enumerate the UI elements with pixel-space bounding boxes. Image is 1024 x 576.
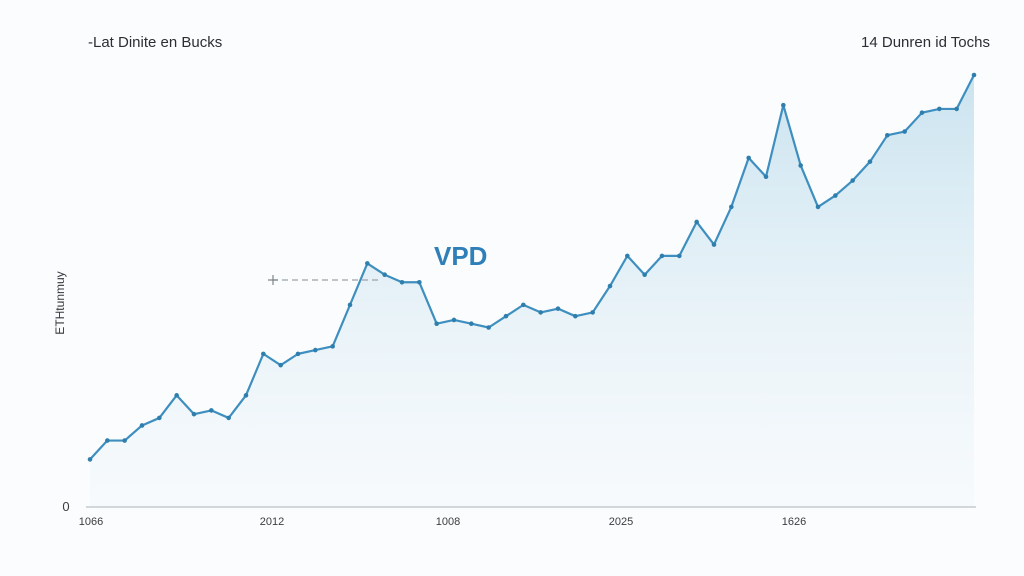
annotation-label: VPD <box>434 241 487 271</box>
data-point <box>278 362 283 368</box>
data-point <box>971 72 977 78</box>
data-point <box>417 279 422 285</box>
x-tick-label: 2012 <box>260 516 284 528</box>
data-point <box>625 253 630 259</box>
data-point <box>781 102 786 108</box>
x-tick-label: 2025 <box>609 516 633 528</box>
x-tick-label: 1066 <box>79 516 103 528</box>
data-point <box>174 393 179 398</box>
data-point <box>850 178 855 183</box>
data-point <box>399 279 405 285</box>
data-point <box>711 242 717 247</box>
data-point <box>763 174 769 180</box>
series-line <box>89 74 975 461</box>
area-fill <box>90 75 974 507</box>
data-point <box>642 272 647 278</box>
data-point <box>607 283 613 289</box>
annotation-marker-icon <box>268 275 278 285</box>
data-point <box>191 411 197 417</box>
data-point <box>243 393 249 398</box>
data-point <box>486 325 491 330</box>
data-point <box>105 438 110 443</box>
data-point <box>87 457 93 462</box>
data-point <box>451 317 457 323</box>
data-point <box>503 313 509 319</box>
data-point <box>729 204 734 210</box>
data-point <box>798 163 803 168</box>
data-point <box>347 302 353 308</box>
data-point <box>261 351 266 357</box>
data-point <box>833 193 838 198</box>
data-point <box>434 321 439 327</box>
data-point <box>659 253 665 259</box>
data-point <box>867 159 873 164</box>
data-point <box>382 272 387 278</box>
data-point <box>295 351 301 357</box>
data-point <box>157 415 162 421</box>
data-point <box>573 313 578 319</box>
data-point <box>139 423 145 428</box>
data-point <box>330 344 335 349</box>
data-point <box>313 347 318 353</box>
data-point <box>902 129 907 134</box>
y-tick-label: 0 <box>62 499 69 514</box>
data-point <box>919 110 925 115</box>
data-point <box>226 415 231 421</box>
data-point <box>590 310 595 315</box>
header-right-label: 14 Dunren id Tochs <box>861 34 990 51</box>
data-point <box>122 438 127 443</box>
data-point <box>954 106 959 112</box>
data-point <box>815 204 821 210</box>
data-point <box>521 302 526 308</box>
data-point <box>694 219 699 225</box>
data-point <box>469 321 474 327</box>
x-tick-label: 1008 <box>436 516 460 528</box>
data-point <box>365 261 370 266</box>
data-point <box>538 310 543 315</box>
data-point <box>555 306 561 311</box>
data-point <box>677 253 682 259</box>
data-point <box>885 132 890 138</box>
header-left-label: -Lat Dinite en Bucks <box>88 34 223 51</box>
data-point <box>746 155 751 161</box>
data-point <box>209 408 214 413</box>
x-tick-label: 1626 <box>782 516 806 528</box>
data-point <box>937 106 942 112</box>
